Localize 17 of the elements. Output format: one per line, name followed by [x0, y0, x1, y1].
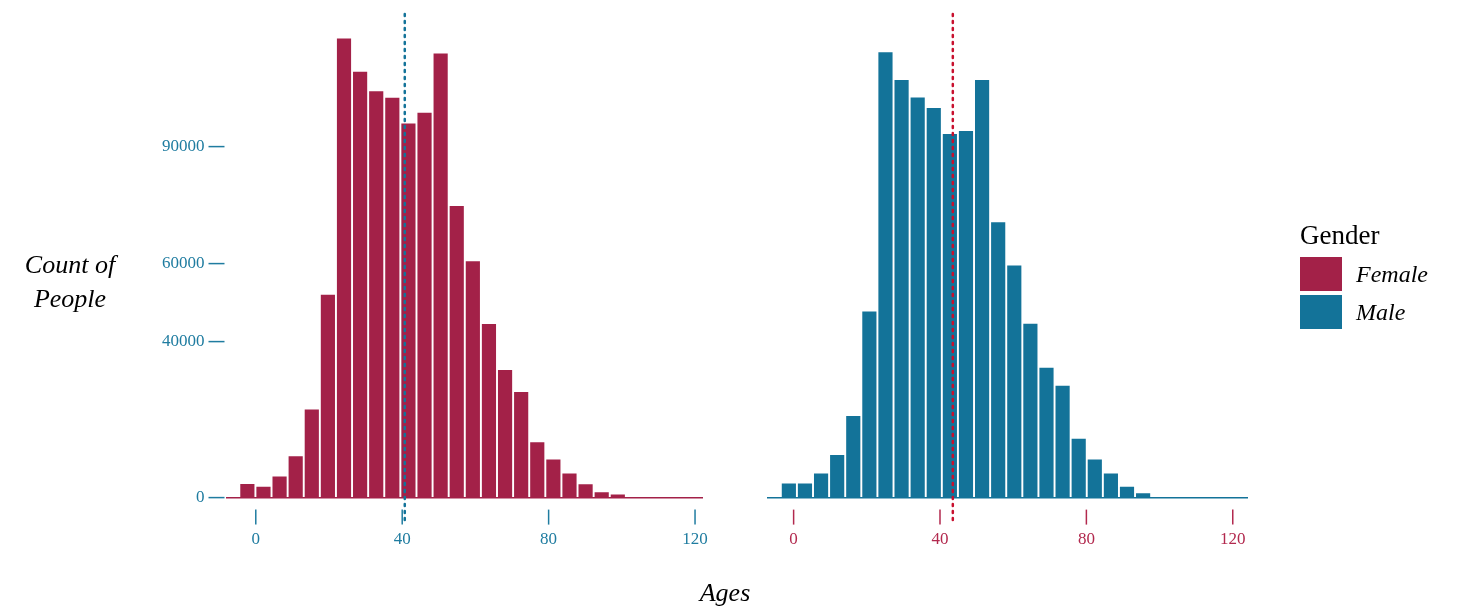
x-tick-label: 40 [393, 529, 411, 549]
x-tick-label: 40 [931, 529, 949, 549]
legend-label: Female [1356, 260, 1428, 288]
y-tick-label: 40000 [162, 331, 205, 351]
x-tick-label: 120 [1220, 529, 1246, 549]
x-axis-title: Ages [697, 578, 752, 608]
x-tick-label: 80 [540, 529, 558, 549]
legend-title: Gender [1300, 220, 1381, 251]
y-tick-label: 60000 [162, 253, 205, 273]
y-tick-label: 90000 [162, 136, 205, 156]
x-tick-label: 0 [789, 529, 798, 549]
x-tick-label: 80 [1077, 529, 1095, 549]
x-tick-label: 120 [682, 529, 708, 549]
y-tick-label: 0 [196, 487, 205, 507]
x-tick-label: 0 [251, 529, 261, 549]
y-axis-title: Count of People [23, 249, 119, 315]
legend-label: Male [1356, 298, 1406, 326]
